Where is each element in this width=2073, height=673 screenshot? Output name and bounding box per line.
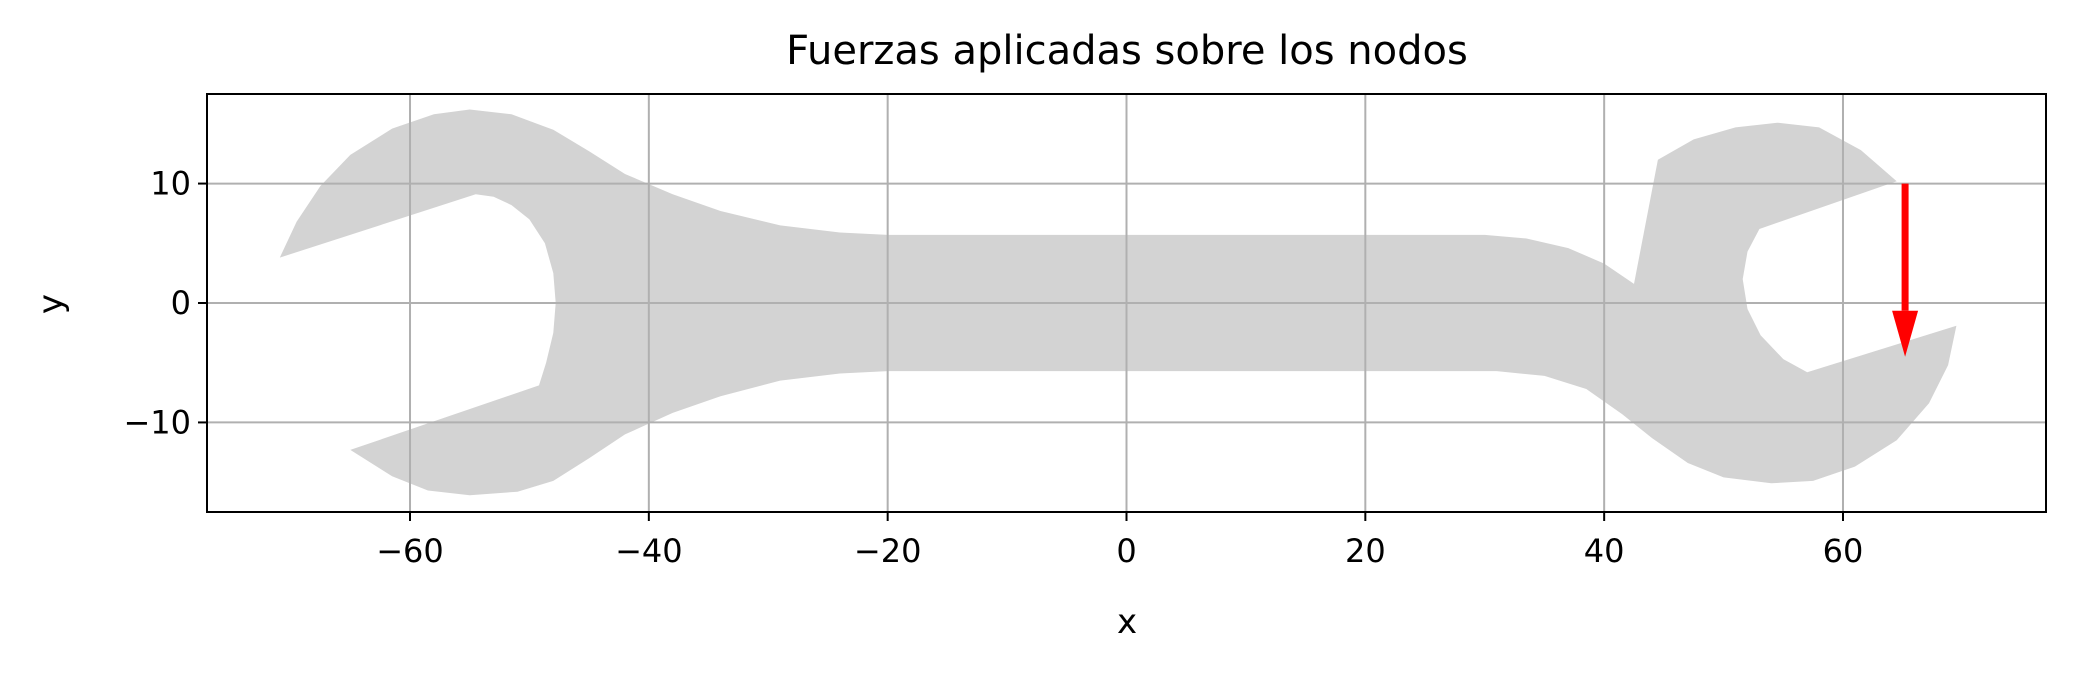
x-tick-label: −60 xyxy=(376,532,444,570)
force-arrow-head xyxy=(1892,310,1919,357)
y-tick-label: 0 xyxy=(171,284,191,322)
grid-lines xyxy=(207,94,2046,512)
x-tick-label: −20 xyxy=(854,532,922,570)
y-tick-label: −10 xyxy=(123,403,191,441)
x-axis-ticks: −60 −40 −20 0 20 40 60 xyxy=(376,512,1863,570)
y-axis-ticks: −10 0 10 xyxy=(123,165,207,441)
plot-area xyxy=(206,93,2047,513)
x-tick-label: −40 xyxy=(615,532,683,570)
chart-title: Fuerzas aplicadas sobre los nodos xyxy=(786,28,1468,74)
x-tick-label: 20 xyxy=(1345,532,1386,570)
y-tick-label: 10 xyxy=(150,165,191,203)
x-tick-label: 40 xyxy=(1584,532,1625,570)
force-vectors xyxy=(1892,183,1919,357)
x-tick-label: 60 xyxy=(1823,532,1864,570)
x-tick-label: 0 xyxy=(1116,532,1136,570)
x-axis-label: x xyxy=(1117,602,1137,642)
y-axis-label: y xyxy=(31,294,71,314)
